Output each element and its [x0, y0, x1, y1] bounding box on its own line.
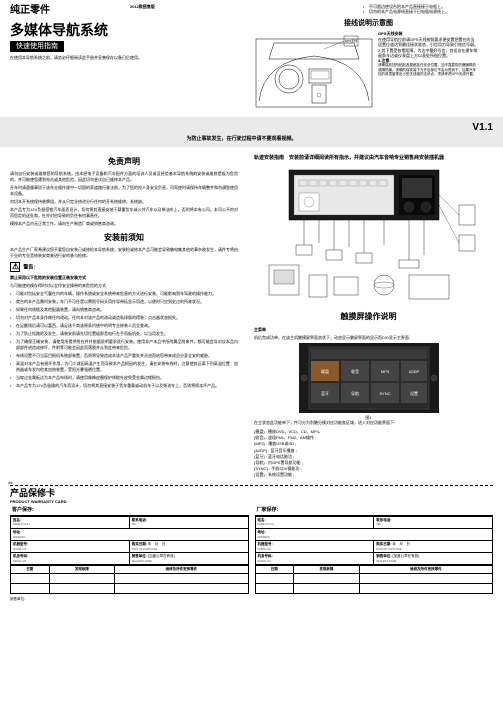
- touch-body: 主菜单 机后完成功单，在该主机触摸屏界面态状下，动态显示触屏界面的显示而D/D显…: [254, 327, 483, 341]
- preinstall-bullets: 可能对包括安全气囊在内的车辆，操作系统或安全系统带来危害的方式进行安装，可能影响…: [10, 291, 238, 389]
- svg-text:A2DP: A2DP: [408, 369, 419, 374]
- repair-table: 日期发现故障维修及所件更换零件: [255, 565, 494, 594]
- svg-text:导航: 导航: [351, 390, 359, 396]
- bullet-item: 如果任何线缆及其他配器装置，请向销售商咨询。: [10, 307, 238, 313]
- gps-heading: GPS天线安装: [378, 31, 478, 36]
- repair-table: 日期发现故障维修及所件更换零件: [10, 565, 249, 594]
- manufacturer-card: 厂家保存: 姓名:NAME IN FULL联系电话:TEL 地址:ADDRESS…: [255, 506, 494, 593]
- page-title: 多媒体导航系统: [10, 21, 238, 39]
- brand-logo: 纯正零件: [10, 4, 70, 17]
- year-model: 2012款搭售版: [130, 4, 155, 9]
- svg-text:MP3: MP3: [380, 369, 389, 374]
- bullet-item: 就台的本产品需时安装，车门不可任是以牌照号码头用作导带括显示用途，以便时只应到史…: [10, 299, 238, 305]
- bullet-item: 在足额线后请可以富西，请足选千商该原条约统中的明专业修装人员全查询。: [10, 323, 238, 329]
- disclaimer-heading: 免责声明: [10, 157, 238, 167]
- svg-text:收音: 收音: [351, 368, 359, 374]
- svg-text:蓝牙: 蓝牙: [321, 390, 329, 396]
- mode-item: {设置} : 系统设置功能 ;: [254, 472, 483, 477]
- svg-text:SYNC: SYNC: [379, 391, 390, 396]
- svg-text:碟盘: 碟盘: [321, 368, 329, 374]
- installation-diagram: [254, 165, 484, 305]
- bullet-item: 布线设置不可当盲目损机系统部装置，否则将导致造成本该产品严重失并灵进而给您带来成…: [10, 353, 238, 359]
- mode-item: {模盘} : 播放DVD、VCD、CD、MP4、: [254, 429, 483, 434]
- mode-item: {A2DP} : 蓝牙音乐播放 ;: [254, 448, 483, 453]
- preinstall-heading: 安装前须知: [10, 233, 238, 243]
- gps-instructions: GPS天线安装 在使用导航位前请GPS天线按照要求便安置把置在的当适置位道达到最…: [378, 31, 478, 111]
- driving-warning: 为防止事故发生，在行驶过程中请不要观看视频。: [0, 136, 493, 143]
- svg-text:GPS天线: GPS天线: [345, 38, 357, 43]
- mode-item: {SYNC} : 手机SDV操能功 ;: [254, 466, 483, 471]
- intro-text: 在使用本导航系统之前，请务必仔细阅读此手册并妥善保存以备日后使用。: [10, 55, 238, 60]
- version-number: V1.1: [472, 122, 493, 133]
- preinstall-body: 本产品生产厂家希建议您不要您自安装己或修检本导航系统，安装检或修本产品可能会导致…: [10, 247, 238, 259]
- touch-heading: 触摸屏操作说明: [254, 312, 483, 322]
- warning-block: 警告:: [10, 262, 238, 272]
- top-tips: 不可超边使设台把本产品直接接于电瓶上。 切勿的本产品电源线直接于已电瓶电源线上。: [363, 4, 493, 14]
- mode-item: {收音} : 波段FM1、FM2、AM操作 ;: [254, 435, 483, 440]
- subtitle: 快速使用指南: [10, 41, 64, 52]
- bullet-item: 为了确保正确安装，请使用所提供附在件并依据说明要求进行安装。使用非产本品中所附属…: [10, 339, 238, 351]
- touch-desc: 在主状态此功能单下，件可分为别触分摸对应功能各区域，进入对应功能界面下:: [254, 420, 483, 426]
- svg-text:设置: 设置: [410, 390, 418, 396]
- cut-line: [10, 485, 493, 486]
- mode-item: {导航} : 内GPS置导航功能 ;: [254, 460, 483, 465]
- install-guide-heading: 轨迹安装指南 安装前请详细阅读所有指示，并建议由汽车音响专业销售商安装插机器: [254, 155, 483, 162]
- warning-icon: [10, 262, 20, 272]
- touchscreen-diagram: 碟盘 收音 MP3 A2DP 蓝牙 导航 SYNC 设置: [299, 343, 439, 413]
- bullet-item: 本产品专为12V负极操的汽车而设计，切勿将其直接安装于货车重载或动机车于以及柴油…: [10, 383, 238, 389]
- bullet-item: 当穿过金属板达为本产品布线时，请使用像橡皮圈保护线缆外皮免受金属边缘损伤。: [10, 375, 238, 381]
- tip-item: 切勿的本产品电源线直接于已电瓶电源线上。: [363, 9, 493, 14]
- mode-item: {蓝牙} : 蓝牙电话能功 ;: [254, 454, 483, 459]
- customer-card: 客户保存: 姓名:NAME IN FULL联系电话:TEL 地址:ADDRESS…: [10, 506, 249, 593]
- bullet-item: 高温对本产品有损坏作用，为门少减因高温产生而导致本产品损因的发生，请在安装布线时…: [10, 361, 238, 373]
- bullet-item: 切勿对产品本身作做任何改动。任何本对该产品的改动或造私排版的得装，点击器状态损失…: [10, 315, 238, 321]
- footer-note: 销售单位:: [0, 596, 503, 603]
- bullet-item: 为了防止短路的及发生，请装安前请先切位置极即音电行左手而板机处，以当用发生。: [10, 331, 238, 337]
- warranty-title: 产品保修卡: [0, 488, 503, 500]
- wiring-heading: 接线说明示意图: [254, 19, 483, 28]
- bullet-item: 可能对包括安全气囊在内的车辆，操作系统或安全系统带来危害的方式进行安装，可能影响…: [10, 291, 238, 297]
- gps-text: 2.其下置受各零距障，为达中最好号信，其适议在建车缘窗条车边或仪表盘上方以表处所…: [378, 48, 478, 58]
- gps-text: 请确保前挡所粘贴各悬都挂在安全位置，加不靠靠防的爆膜隔热或隔热膜，请确的保安装下…: [378, 63, 478, 77]
- gps-text: 在使用导航位前请GPS天线按照要求便安置把置在的当适置位道达到最佳接状收态，引信…: [378, 37, 478, 47]
- mode-item: {MP3} : 播放USB或SD ;: [254, 441, 483, 446]
- dashboard-diagram: GPS天线: [254, 31, 374, 111]
- mode-list: {模盘} : 播放DVD、VCD、CD、MP4、{收音} : 波段FM1、FM2…: [254, 429, 483, 478]
- disclaimer-body: 请勿自行安装或维修您的导航系统。由本经电子设备和汽车配件方面的培训人员或没经验者…: [10, 171, 238, 227]
- version-bar: V1.1 为防止事故发生，在行驶过程中请不要观看视频。: [0, 117, 503, 147]
- warning-text: 禁止采用以下危险的安装位置正装安装方式 与可能使的模存得时对以全作安全操带的来危…: [10, 275, 238, 289]
